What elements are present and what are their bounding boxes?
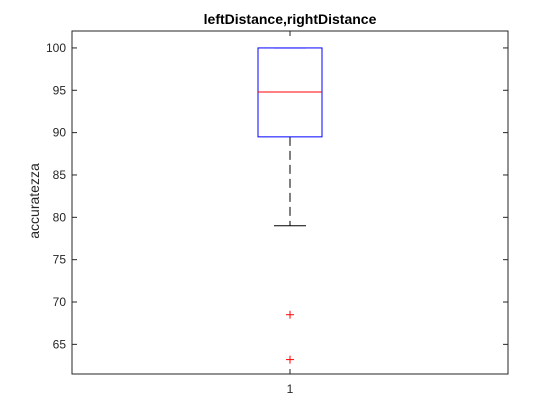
y-tick-label: 75 — [53, 253, 67, 267]
x-tick-label: 1 — [287, 382, 294, 396]
axes-layer: 65 70 75 80 85 90 95 100 1 — [46, 30, 509, 396]
y-tick-label: 80 — [53, 210, 67, 224]
y-tick-label: 85 — [53, 168, 67, 182]
y-tick-label: 65 — [53, 337, 67, 351]
plot-frame — [71, 30, 509, 375]
y-tick-label: 70 — [53, 295, 67, 309]
y-tick-label: 95 — [53, 83, 67, 97]
chart-title: leftDistance,rightDistance — [204, 11, 377, 27]
y-tick-label: 100 — [46, 41, 66, 55]
y-tick-label: 90 — [53, 126, 67, 140]
marks-layer — [257, 47, 323, 364]
outlier-point — [286, 355, 294, 364]
y-axis-label: accuratezza — [26, 163, 42, 239]
outlier-point — [286, 310, 294, 319]
